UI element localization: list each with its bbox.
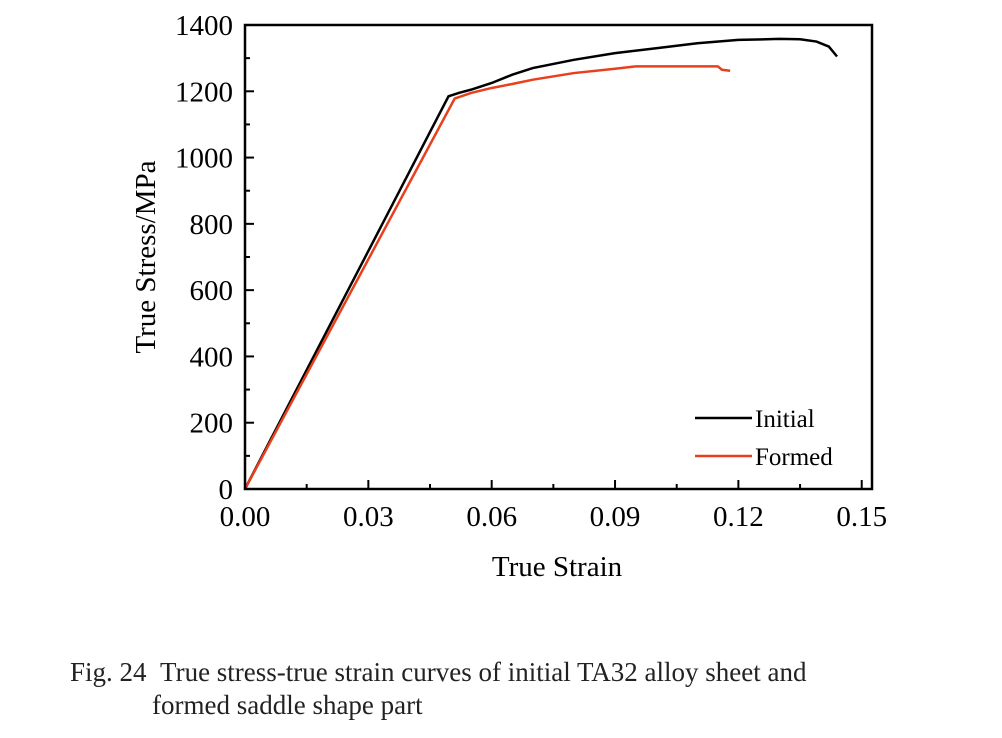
legend-label: Formed [755, 444, 833, 471]
figure-caption: Fig. 24 True stress-true strain curves o… [70, 657, 807, 688]
legend: Initial Formed [695, 406, 833, 471]
y-tick-label: 600 [190, 275, 234, 307]
y-tick-label: 1000 [175, 143, 233, 175]
legend-label: Initial [755, 406, 815, 433]
y-tick-label: 200 [190, 408, 234, 440]
x-tick-label: 0.15 [836, 501, 887, 533]
x-tick-label: 0.00 [220, 501, 271, 533]
x-tick-label: 0.09 [590, 501, 641, 533]
caption-line-2: formed saddle shape part [152, 690, 423, 720]
caption-line-1: True stress-true strain curves of initia… [160, 657, 807, 687]
x-tick-label: 0.03 [343, 501, 394, 533]
y-tick-label: 0 [219, 474, 234, 506]
y-tick-label: 400 [190, 341, 234, 373]
series-line-formed [243, 65, 731, 490]
y-tick-label: 800 [190, 209, 234, 241]
stress-strain-chart: 0.00 0.03 0.06 0.09 0.12 0.15 0 200 400 600 800 10… [130, 10, 887, 583]
y-tick-label: 1200 [175, 76, 233, 108]
y-axis-label: True Stress/MPa [130, 160, 162, 353]
x-tick-label: 0.12 [713, 501, 764, 533]
series-line-initial [243, 37, 839, 490]
x-tick-label: 0.06 [466, 501, 517, 533]
y-tick-label: 1400 [175, 10, 233, 42]
x-axis-label: True Strain [492, 551, 623, 583]
caption-label: Fig. 24 [70, 657, 147, 687]
